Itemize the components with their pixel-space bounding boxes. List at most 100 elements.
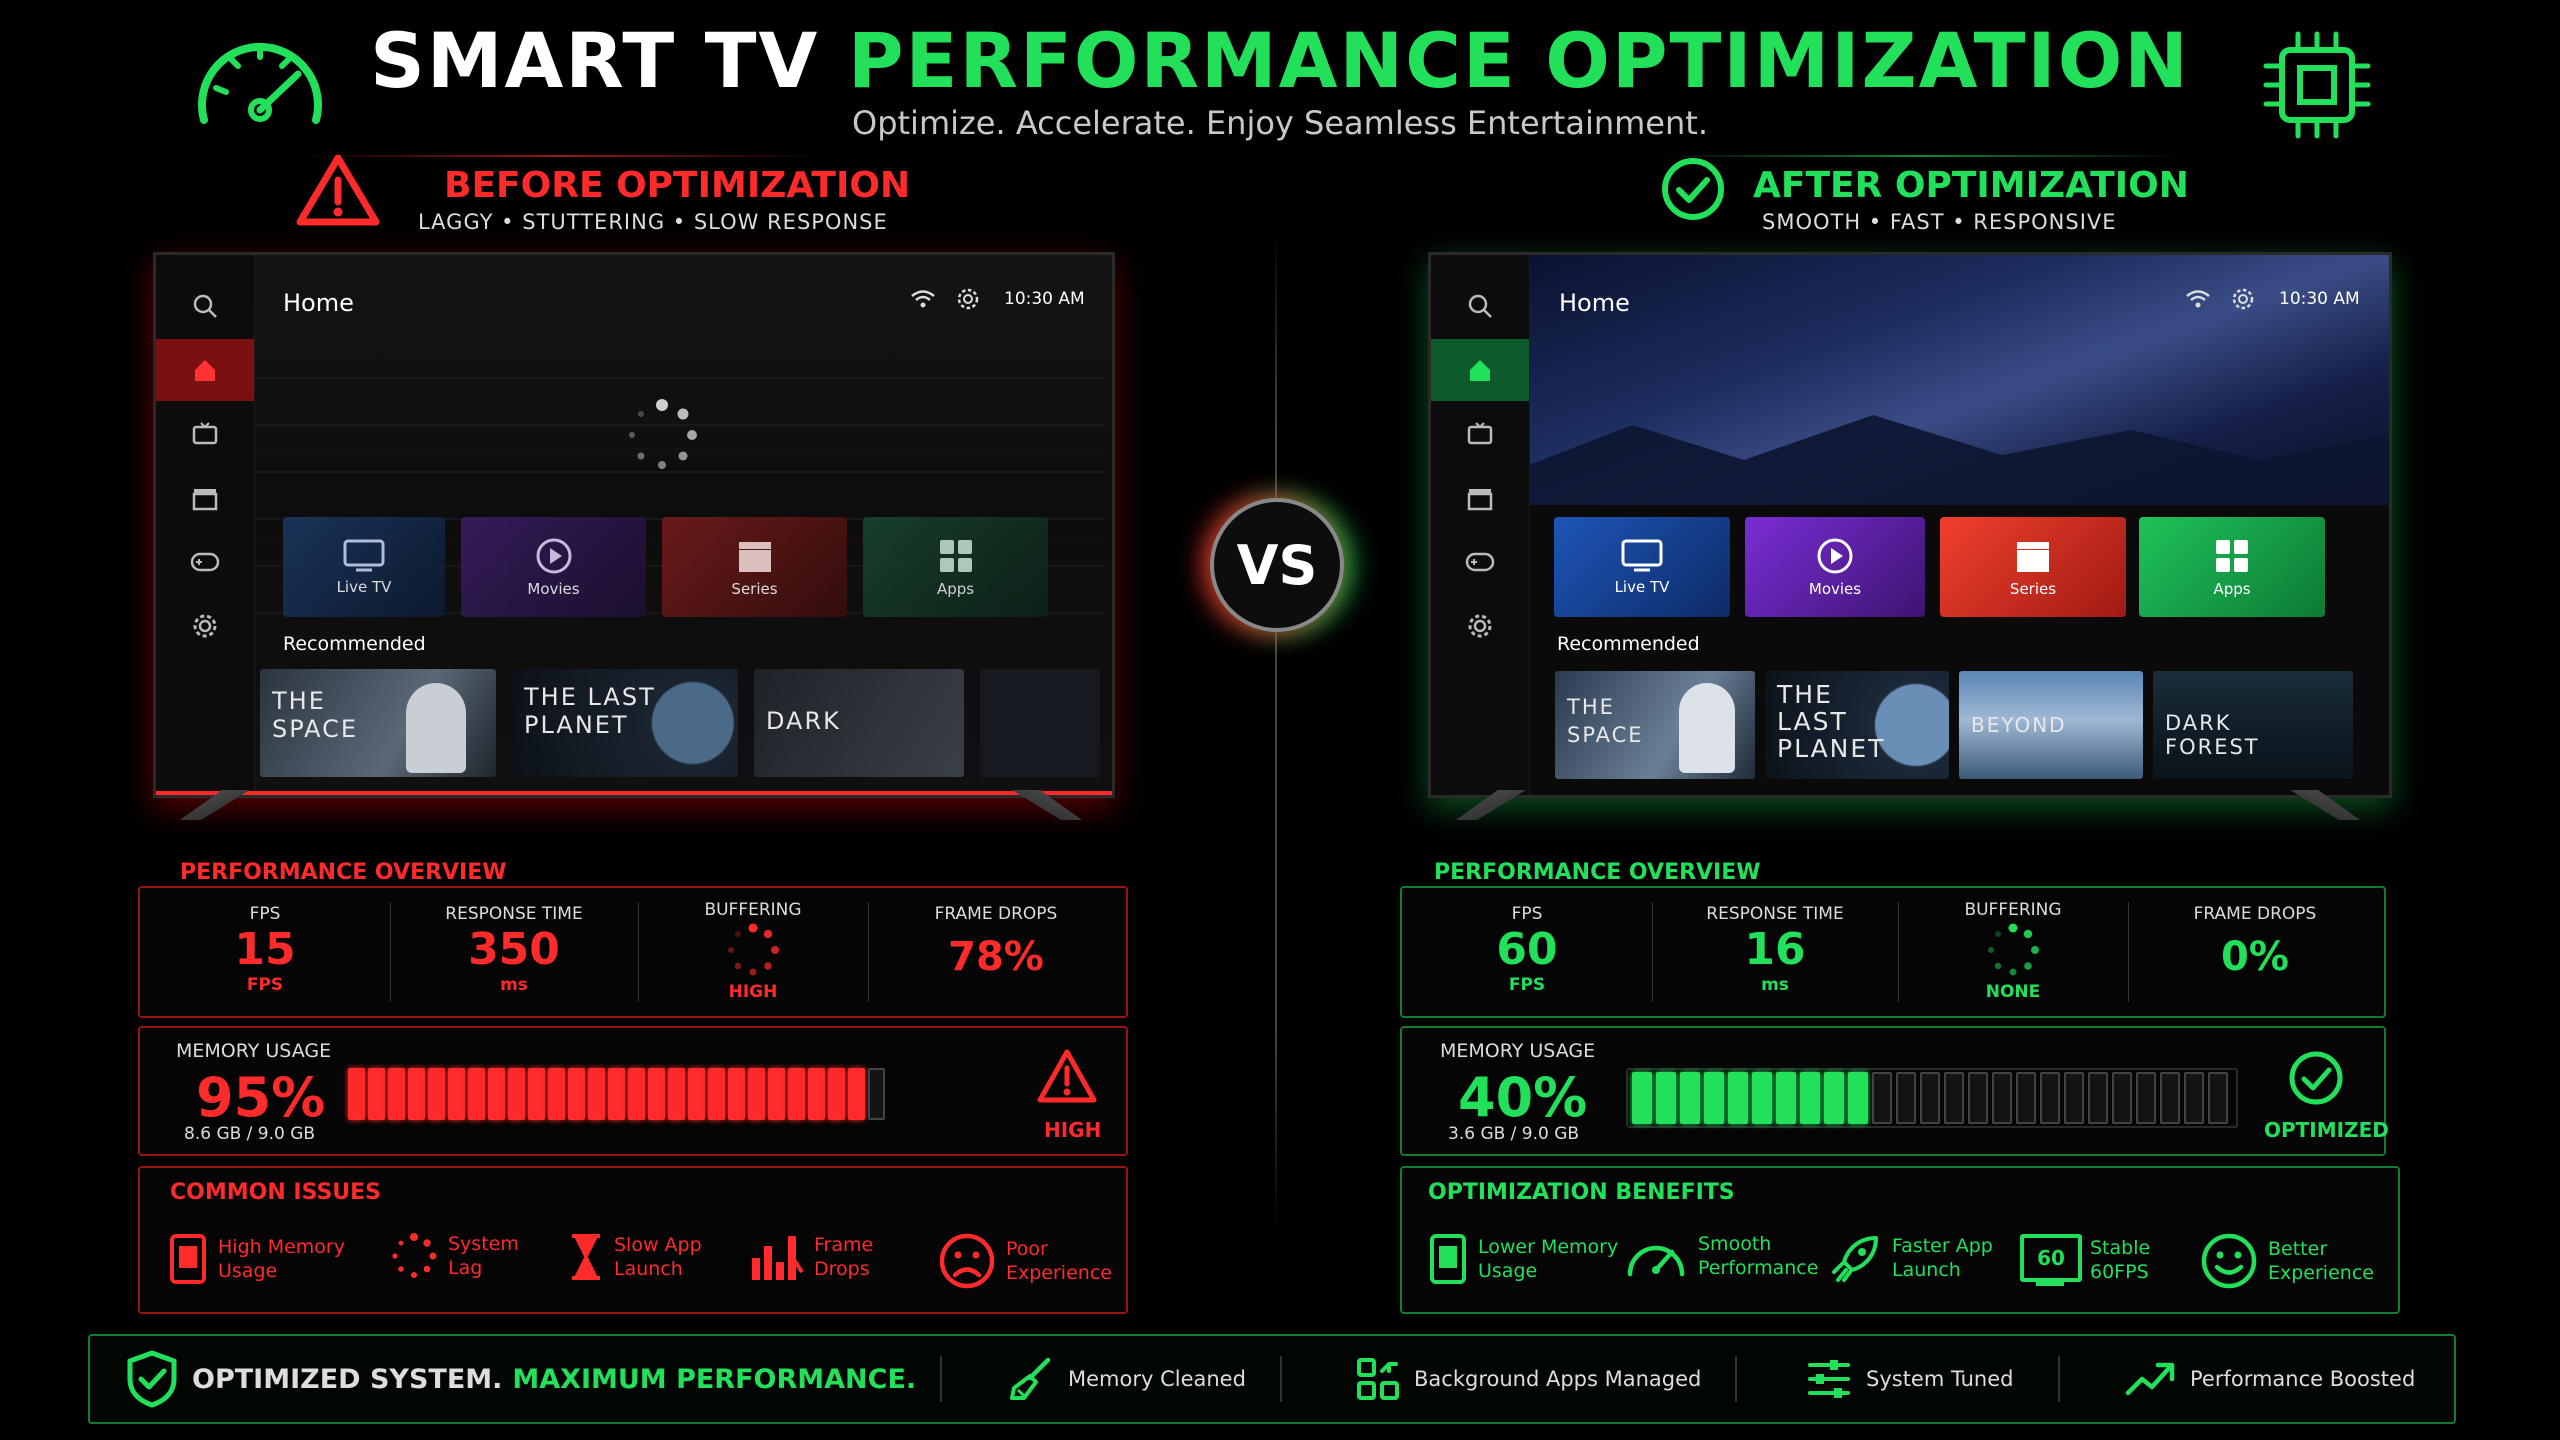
benefit-line-1: Lower Memory — [1478, 1236, 1619, 1258]
tv-icon[interactable] — [1431, 403, 1529, 465]
home-icon[interactable] — [156, 339, 254, 401]
memory-icon — [170, 1234, 206, 1284]
gamepad-icon[interactable] — [1431, 531, 1529, 593]
clapper-icon — [2017, 542, 2049, 572]
memory-bar-segment-empty — [1872, 1072, 1892, 1124]
rocket-icon — [1832, 1236, 1878, 1282]
before-tv-title: Home — [283, 289, 354, 317]
issue-line-2: Launch — [614, 1258, 683, 1280]
benefits-title: OPTIMIZATION BENEFITS — [1428, 1180, 1735, 1205]
gamepad-icon[interactable] — [156, 531, 254, 593]
tile-series[interactable]: Series — [1940, 517, 2126, 617]
poster-title: THE LAST PLANET — [524, 683, 656, 739]
memory-bar-segment-filled — [1848, 1072, 1868, 1124]
memory-bar-segment-filled — [368, 1068, 385, 1120]
memory-bar-segment-filled — [628, 1068, 645, 1120]
poster[interactable]: THE SPACE — [260, 669, 496, 777]
center-divider — [1275, 230, 1277, 1230]
memory-bar-segment-empty — [2088, 1072, 2108, 1124]
memory-status: OPTIMIZED — [2264, 1118, 2389, 1142]
before-tv-sidebar — [156, 255, 255, 795]
issue-line-2: Experience — [1006, 1262, 1112, 1284]
poster-title: THE LAST PLANET — [1777, 680, 1886, 763]
speedometer-icon — [190, 30, 330, 134]
buffering-value: HIGH — [728, 982, 778, 1002]
memory-bar-segment-filled — [588, 1068, 605, 1120]
after-heading-line — [1660, 155, 2180, 157]
tile-live-tv[interactable]: Live TV — [1554, 517, 1730, 617]
poster[interactable]: BEYOND — [1959, 671, 2143, 779]
poster[interactable]: DARK — [754, 669, 964, 777]
after-recommended-label: Recommended — [1557, 633, 1700, 655]
footer-item-memory-cleaned: Memory Cleaned — [1008, 1336, 1246, 1422]
memory-status: HIGH — [1044, 1118, 1102, 1142]
memory-bar-segment-empty — [2160, 1072, 2180, 1124]
search-icon[interactable] — [156, 275, 254, 337]
tile-label: Live TV — [1614, 578, 1670, 596]
before-perf-panel: PERFORMANCE OVERVIEW FPS 15 FPS RESPONSE… — [138, 860, 1128, 1018]
memory-bar-segment-empty — [2184, 1072, 2204, 1124]
poster[interactable]: DARK FOREST — [2153, 671, 2353, 779]
memory-bar-segment-empty — [1920, 1072, 1940, 1124]
tile-live-tv[interactable]: Live TV — [283, 517, 445, 617]
memory-bar-segment-filled — [1824, 1072, 1844, 1124]
monitor-badge: 60 — [2020, 1234, 2082, 1282]
gauge-icon — [1627, 1245, 1685, 1277]
tile-movies[interactable]: Movies — [461, 517, 646, 617]
response-label: RESPONSE TIME — [1706, 904, 1844, 924]
memory-value: 95% — [196, 1066, 326, 1129]
apps-manage-icon — [1357, 1358, 1399, 1400]
memory-bar-segment-filled — [728, 1068, 745, 1120]
poster[interactable]: THE LAST PLANET — [1765, 671, 1949, 779]
clapper-icon[interactable] — [1431, 467, 1529, 529]
search-icon[interactable] — [1431, 275, 1529, 337]
memory-bar-segment-filled — [448, 1068, 465, 1120]
after-fps: FPS 60 FPS — [1402, 888, 1652, 1016]
poster[interactable]: THE SPACE — [1555, 671, 1755, 779]
tv-icon — [1621, 539, 1663, 572]
tile-apps[interactable]: Apps — [2139, 517, 2325, 617]
tv-icon — [343, 539, 385, 572]
memory-bar-segment-filled — [348, 1068, 365, 1120]
issue-item: Frame Drops — [750, 1232, 873, 1282]
monitor-60-icon: 60 — [2018, 1232, 2082, 1288]
home-icon[interactable] — [1431, 339, 1529, 401]
buffering-label: BUFFERING — [1964, 900, 2062, 920]
after-subheading: SMOOTH • FAST • RESPONSIVE — [1762, 210, 2117, 234]
benefit-item: Lower Memory Usage — [1428, 1232, 1618, 1286]
poster-title: DARK — [766, 707, 841, 735]
before-tv-time: 10:30 AM — [1004, 289, 1085, 309]
tile-movies[interactable]: Movies — [1745, 517, 1925, 617]
memory-bar-segment-empty — [2136, 1072, 2156, 1124]
clapper-icon[interactable] — [156, 467, 254, 529]
tile-series[interactable]: Series — [662, 517, 847, 617]
memory-bar-segment-empty — [1944, 1072, 1964, 1124]
tv-icon[interactable] — [156, 403, 254, 465]
benefit-item: Faster App Launch — [1830, 1232, 1993, 1284]
after-frame-drops: FRAME DROPS 0% — [2128, 888, 2382, 1016]
before-subheading: LAGGY • STUTTERING • SLOW RESPONSE — [418, 210, 888, 234]
loading-spinner-icon — [622, 395, 702, 479]
memory-bar-segment-empty — [2112, 1072, 2132, 1124]
gear-icon[interactable] — [2231, 287, 2255, 315]
issue-line-2: Lag — [448, 1257, 483, 1279]
settings-icon[interactable] — [156, 595, 254, 657]
memory-value: 40% — [1458, 1066, 1588, 1129]
memory-bar-segment-filled — [468, 1068, 485, 1120]
benefit-line-2: Experience — [2268, 1262, 2374, 1284]
after-response-time: RESPONSE TIME 16 ms — [1652, 888, 1898, 1016]
gear-icon[interactable] — [956, 287, 980, 315]
memory-bar-segment-filled — [1704, 1072, 1724, 1124]
settings-icon[interactable] — [1431, 595, 1529, 657]
tile-apps[interactable]: Apps — [863, 517, 1048, 617]
memory-bar-segment-filled — [1800, 1072, 1820, 1124]
frame-drops-value: 78% — [948, 934, 1044, 980]
memory-bar-segment-empty — [2064, 1072, 2084, 1124]
poster[interactable]: THE LAST PLANET — [512, 669, 738, 777]
before-recommended-label: Recommended — [283, 633, 426, 655]
memory-bar-segment-filled — [528, 1068, 545, 1120]
memory-bar — [348, 1068, 1136, 1120]
fps-value: 60 — [1496, 924, 1558, 975]
apps-grid-icon — [2216, 540, 2248, 572]
memory-bar-segment-empty — [1896, 1072, 1916, 1124]
